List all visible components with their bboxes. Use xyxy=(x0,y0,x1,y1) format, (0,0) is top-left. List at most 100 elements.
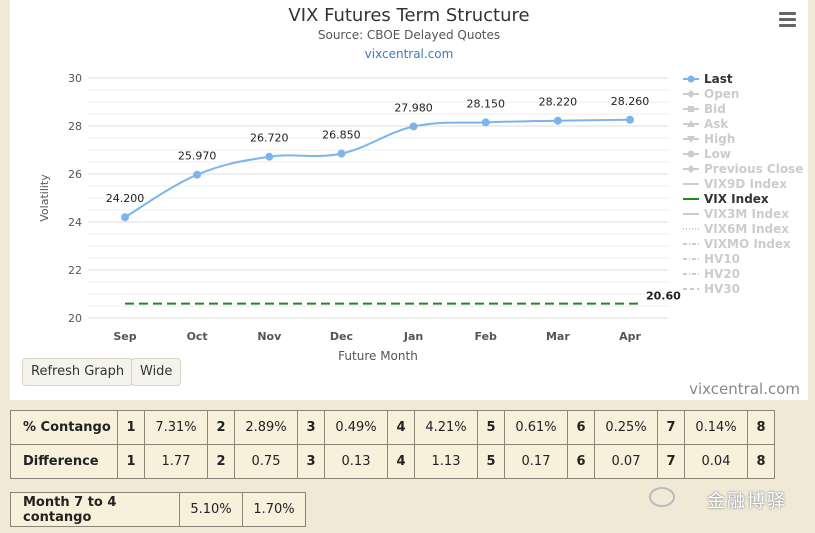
legend-label: VIX6M Index xyxy=(704,222,789,236)
month-contango-table: Month 7 to 4 contango 5.10% 1.70% xyxy=(10,492,306,527)
value-cell: 0.07 xyxy=(594,444,658,479)
legend-item[interactable]: Open xyxy=(683,87,739,101)
data-label-last: 27.980 xyxy=(394,101,433,114)
legend-item[interactable]: Low xyxy=(683,147,731,161)
row-label: Difference xyxy=(10,444,118,479)
data-label-last: 26.720 xyxy=(250,132,289,145)
legend-item[interactable]: HV30 xyxy=(683,282,740,296)
month-index-cell: 6 xyxy=(567,444,595,479)
data-label-last: 28.220 xyxy=(539,96,578,109)
legend-item[interactable]: Bid xyxy=(683,102,726,116)
legend-circle-icon xyxy=(687,150,695,158)
y-axis-label: Volatility xyxy=(38,174,51,222)
legend-item[interactable]: Previous Close xyxy=(683,162,803,176)
data-point-last xyxy=(337,149,346,158)
month-contango-value: 1.70% xyxy=(242,492,306,527)
legend-item[interactable]: Ask xyxy=(683,117,729,131)
row-label: % Contango xyxy=(10,410,118,445)
legend-label: Low xyxy=(704,147,731,161)
legend-item[interactable]: HV20 xyxy=(683,267,740,281)
month-index-cell: 8 xyxy=(747,410,775,445)
wechat-icon xyxy=(649,487,675,507)
month-index-cell: 7 xyxy=(657,410,685,445)
month-index-cell: 6 xyxy=(567,410,595,445)
legend-label: VIXMO Index xyxy=(704,237,791,251)
x-tick-label: Dec xyxy=(330,330,353,343)
legend-label: HV30 xyxy=(704,282,740,296)
value-cell: 7.31% xyxy=(144,410,208,445)
month-contango-label: Month 7 to 4 contango xyxy=(10,492,180,527)
legend-label: HV10 xyxy=(704,252,740,266)
month-index-cell: 2 xyxy=(207,410,235,445)
table-row: Difference 1 1.77 2 0.75 3 0.13 4 1.13 5 0.17 6 0.07… xyxy=(10,444,775,479)
footer-site: vixcentral.com xyxy=(689,380,800,398)
table-row: % Contango 1 7.31% 2 2.89% 3 0.49% 4 4.21% 5 0.61%… xyxy=(10,410,775,445)
data-point-last xyxy=(481,118,490,127)
month-index-cell: 3 xyxy=(297,444,325,479)
table-row: Month 7 to 4 contango 5.10% 1.70% xyxy=(10,492,306,527)
data-point-last xyxy=(553,116,562,125)
series-line-last xyxy=(124,118,631,219)
data-point-last xyxy=(265,152,274,161)
month-index-cell: 3 xyxy=(297,410,325,445)
chart-site-link[interactable]: vixcentral.com xyxy=(364,47,454,61)
legend-label: VIX3M Index xyxy=(704,207,789,221)
data-point-last xyxy=(626,115,634,124)
legend-item[interactable]: VIX3M Index xyxy=(683,207,789,221)
value-cell: 0.14% xyxy=(684,410,748,445)
value-cell: 0.04 xyxy=(684,444,748,479)
x-tick-label: Nov xyxy=(257,330,282,343)
legend-label: Last xyxy=(704,72,733,86)
legend-label: HV20 xyxy=(704,267,740,281)
y-tick-label: 24 xyxy=(68,216,82,229)
value-cell: 0.25% xyxy=(594,410,658,445)
x-tick-label: Sep xyxy=(113,330,136,343)
legend-item[interactable]: VIXMO Index xyxy=(683,237,791,251)
legend-label: Ask xyxy=(704,117,729,131)
value-cell: 0.17 xyxy=(504,444,568,479)
legend-label: Open xyxy=(704,87,739,101)
value-cell: 1.13 xyxy=(414,444,478,479)
legend-item[interactable]: Last xyxy=(683,72,733,86)
x-axis-label: Future Month xyxy=(338,349,418,363)
month-index-cell: 1 xyxy=(117,444,145,479)
legend-label: Previous Close xyxy=(704,162,803,176)
month-index-cell: 5 xyxy=(477,410,505,445)
wide-button[interactable]: Wide xyxy=(131,358,182,386)
x-tick-label: Oct xyxy=(187,330,208,343)
month-index-cell: 4 xyxy=(387,444,415,479)
refresh-graph-button[interactable]: Refresh Graph xyxy=(22,358,134,386)
month-contango-value: 5.10% xyxy=(179,492,243,527)
legend-item[interactable]: VIX Index xyxy=(683,192,769,206)
hamburger-menu-icon[interactable] xyxy=(779,12,796,30)
data-label-last: 24.200 xyxy=(106,192,145,205)
data-label-last: 26.850 xyxy=(322,129,361,142)
y-tick-label: 26 xyxy=(68,168,82,181)
legend-item[interactable]: VIX6M Index xyxy=(683,222,789,236)
data-point-last xyxy=(121,213,129,222)
vix-index-label: 20.60 xyxy=(646,290,681,303)
legend-label: High xyxy=(704,132,735,146)
legend-item[interactable]: High xyxy=(683,132,735,146)
value-cell: 0.13 xyxy=(324,444,388,479)
legend-item[interactable]: HV10 xyxy=(683,252,740,266)
month-index-cell: 8 xyxy=(747,444,775,479)
data-point-last xyxy=(193,170,202,179)
watermark-text: 金融博驿 xyxy=(707,491,787,512)
x-tick-label: Mar xyxy=(546,330,570,343)
legend-circle-icon xyxy=(687,75,695,83)
legend-diamond-icon xyxy=(687,90,695,98)
legend-square-icon xyxy=(688,106,694,112)
data-point-last xyxy=(409,122,418,131)
x-tick-label: Jan xyxy=(403,330,423,343)
legend-label: VIX Index xyxy=(704,192,769,206)
y-tick-label: 28 xyxy=(68,120,82,133)
month-index-cell: 7 xyxy=(657,444,685,479)
y-tick-label: 30 xyxy=(68,72,82,85)
chart-title: VIX Futures Term Structure xyxy=(288,5,530,26)
value-cell: 1.77 xyxy=(144,444,208,479)
value-cell: 0.49% xyxy=(324,410,388,445)
legend-item[interactable]: VIX9D Index xyxy=(683,177,787,191)
chart-panel: VIX Futures Term Structure Source: CBOE … xyxy=(10,0,808,400)
value-cell: 4.21% xyxy=(414,410,478,445)
